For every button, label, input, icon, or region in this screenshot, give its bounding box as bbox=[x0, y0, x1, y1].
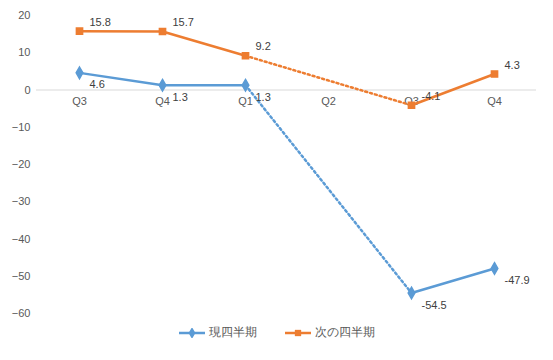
svg-text:Q1: Q1 bbox=[238, 95, 253, 107]
svg-text:−30: −30 bbox=[12, 195, 31, 207]
svg-text:9.2: 9.2 bbox=[256, 40, 271, 52]
svg-text:−10: −10 bbox=[12, 121, 31, 133]
svg-text:-54.5: -54.5 bbox=[422, 299, 447, 311]
svg-text:0: 0 bbox=[24, 84, 30, 96]
svg-text:−40: −40 bbox=[12, 233, 31, 245]
svg-text:20: 20 bbox=[18, 9, 30, 21]
svg-text:-47.9: -47.9 bbox=[505, 274, 530, 286]
svg-text:Q4: Q4 bbox=[155, 95, 170, 107]
svg-text:4.6: 4.6 bbox=[90, 78, 105, 90]
svg-text:4.3: 4.3 bbox=[505, 59, 520, 71]
svg-text:−20: −20 bbox=[12, 158, 31, 170]
svg-text:1.3: 1.3 bbox=[256, 91, 271, 103]
svg-text:Q3: Q3 bbox=[404, 94, 419, 107]
svg-text:−50: −50 bbox=[12, 270, 31, 282]
svg-text:10: 10 bbox=[18, 46, 30, 58]
html-text:現四半期: 現四半期 bbox=[208, 325, 257, 339]
svg-text:Q4: Q4 bbox=[487, 95, 502, 107]
svg-text:15.7: 15.7 bbox=[173, 16, 194, 28]
svg-text:15.8: 15.8 bbox=[90, 16, 111, 28]
svg-text:Q3: Q3 bbox=[72, 95, 87, 107]
svg-text:−60: −60 bbox=[12, 307, 31, 318]
svg-text:-4.1: -4.1 bbox=[422, 90, 441, 102]
html-text:次の四半期: 次の四半期 bbox=[314, 325, 375, 339]
svg-text:Q2: Q2 bbox=[321, 95, 336, 107]
svg-text:1.3: 1.3 bbox=[173, 91, 188, 103]
